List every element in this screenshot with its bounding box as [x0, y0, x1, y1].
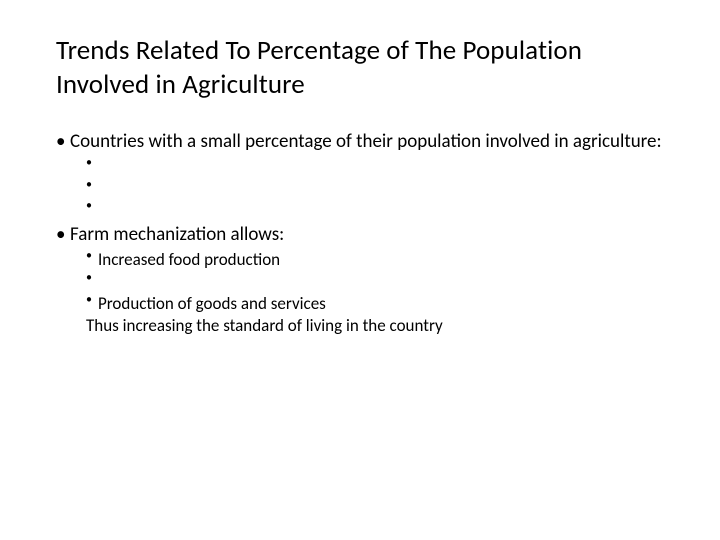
- bullet-l2-plain: Thus increasing the standard of living i…: [86, 315, 670, 337]
- bullet-text: Production of goods and services: [98, 293, 326, 314]
- bullet-l2: [86, 156, 670, 178]
- sub-bullet-list: Increased food production Production of …: [86, 249, 670, 336]
- bullet-text: Increased food production: [98, 249, 280, 270]
- bullet-text: Farm mechanization allows:: [70, 223, 284, 246]
- bullet-l2: Production of goods and services: [86, 293, 670, 315]
- bullet-l2: Increased food production: [86, 249, 670, 271]
- bullet-l2: [86, 271, 670, 293]
- bullet-l2: [86, 199, 670, 221]
- bullet-list: Countries with a small percentage of the…: [56, 130, 670, 337]
- slide-title: Trends Related To Percentage of The Popu…: [56, 34, 670, 102]
- bullet-l1: Farm mechanization allows:: [56, 223, 670, 247]
- sub-bullet-list: [86, 156, 670, 221]
- bullet-l1: Countries with a small percentage of the…: [56, 130, 670, 154]
- slide: Trends Related To Percentage of The Popu…: [0, 0, 720, 540]
- bullet-text: Thus increasing the standard of living i…: [86, 315, 443, 336]
- bullet-l2: [86, 178, 670, 200]
- bullet-text: Countries with a small percentage of the…: [70, 130, 662, 153]
